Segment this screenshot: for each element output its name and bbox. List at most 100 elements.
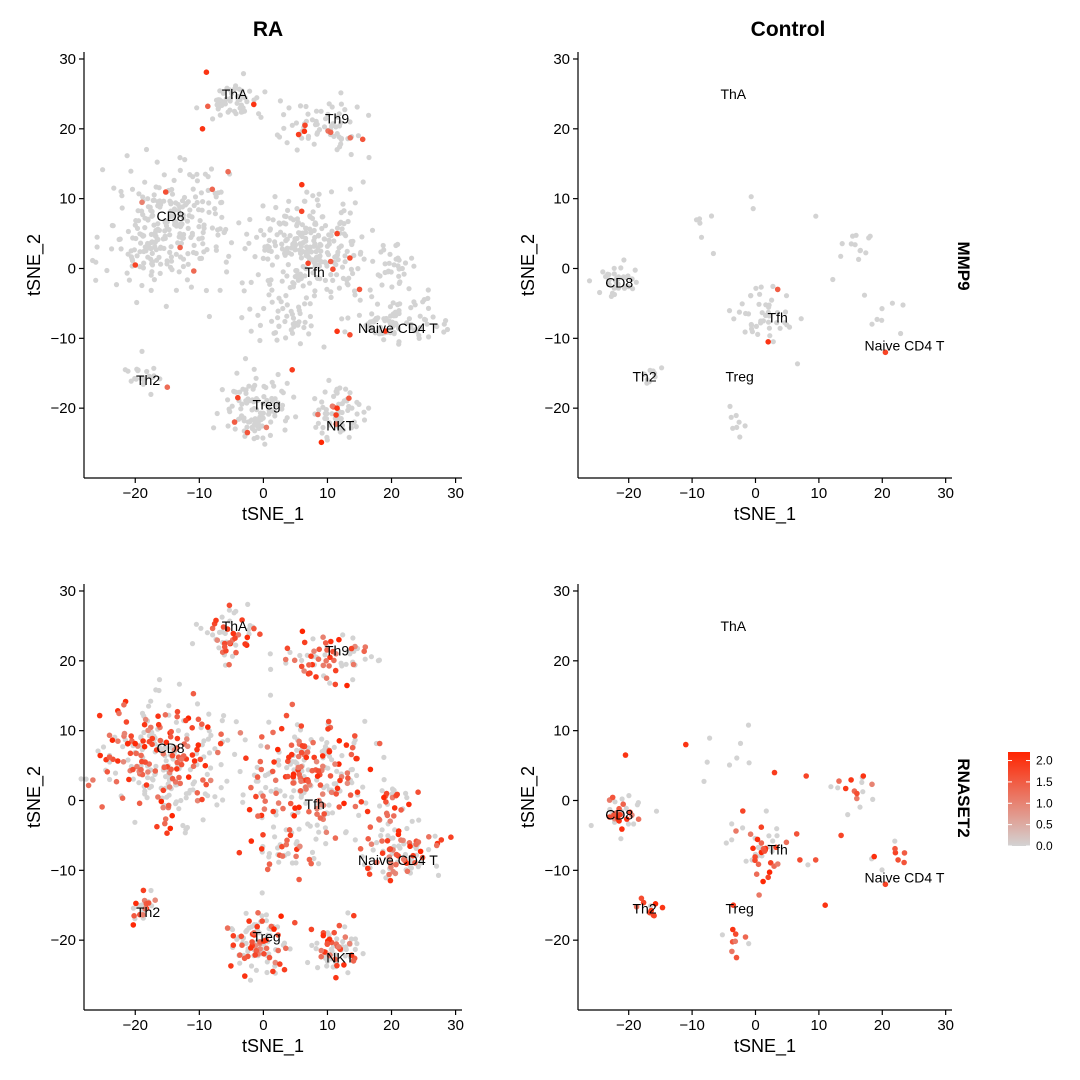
cell-point <box>311 243 317 249</box>
expressed-cell-point <box>752 857 758 864</box>
expressed-cell-point <box>365 836 372 842</box>
expressed-cell-point <box>231 419 238 425</box>
cell-point <box>221 713 227 719</box>
cell-point <box>331 744 337 751</box>
expressed-cell-point <box>322 640 329 646</box>
expressed-cell-point <box>901 859 907 866</box>
cell-point <box>135 367 141 373</box>
expressed-cell-point <box>882 349 889 356</box>
cell-point <box>289 311 295 317</box>
cell-point <box>211 425 217 431</box>
cell-point <box>242 356 249 362</box>
column-title-ra: RA <box>253 18 283 41</box>
expressed-cell-point <box>295 753 302 760</box>
cell-point <box>404 825 410 832</box>
cluster-label: Treg <box>252 397 280 413</box>
expressed-cell-point <box>651 912 657 919</box>
cell-point <box>237 960 243 966</box>
cell-point <box>756 301 762 307</box>
cell-point <box>356 812 362 819</box>
cell-point <box>777 325 783 331</box>
expressed-cell-point <box>383 799 389 805</box>
cell-point <box>322 259 328 265</box>
cell-point <box>146 703 152 709</box>
cell-point <box>212 746 218 752</box>
cell-point <box>158 244 164 250</box>
cell-point <box>242 737 248 743</box>
expressed-cell-point <box>332 835 339 841</box>
cell-point <box>183 795 189 801</box>
cell-point <box>140 194 146 200</box>
cell-point <box>336 285 342 291</box>
cell-point <box>845 812 851 818</box>
cell-point <box>271 330 277 336</box>
cell-point <box>352 737 358 743</box>
expressed-cell-point <box>333 791 340 797</box>
cell-point <box>729 837 735 843</box>
cluster-label: Th9 <box>325 110 349 126</box>
expressed-cell-point <box>319 753 326 759</box>
expressed-cell-point <box>330 266 336 273</box>
expressed-cell-point <box>131 913 137 919</box>
expressed-cell-point <box>269 768 276 775</box>
expressed-cell-point <box>177 244 183 251</box>
expressed-cell-point <box>282 656 289 663</box>
cell-point <box>126 277 132 283</box>
expressed-cell-point <box>215 749 221 756</box>
expressed-cell-point <box>116 710 122 717</box>
cell-point <box>316 829 322 835</box>
cell-point <box>322 955 329 961</box>
expressed-cell-point <box>753 871 760 877</box>
cluster-label: Th2 <box>632 369 656 385</box>
cell-point <box>319 736 325 742</box>
expressed-cell-point <box>275 746 281 753</box>
x-tick-label: 10 <box>319 1017 336 1034</box>
cell-point <box>181 194 188 201</box>
cell-point <box>283 238 289 244</box>
cell-point <box>184 218 191 224</box>
expressed-cell-point <box>854 790 860 797</box>
expressed-cell-point <box>120 759 127 765</box>
cell-point <box>264 959 270 965</box>
expressed-cell-point <box>197 756 204 763</box>
expressed-cell-point <box>334 328 340 335</box>
cell-point <box>219 214 225 220</box>
cell-point <box>111 185 117 191</box>
expressed-cell-point <box>191 758 198 764</box>
cell-point <box>378 249 384 255</box>
expressed-cell-point <box>775 861 781 867</box>
cell-point <box>190 249 197 256</box>
cell-point <box>857 248 863 254</box>
cell-point <box>324 243 330 249</box>
cell-point <box>180 822 186 829</box>
expressed-cell-point <box>171 747 178 753</box>
expressed-cell-point <box>306 662 312 668</box>
cell-point <box>381 777 387 783</box>
y-tick-label: −20 <box>51 932 76 949</box>
cell-point <box>186 790 192 796</box>
cell-point <box>198 190 204 196</box>
cell-point <box>737 434 743 440</box>
expressed-cell-point <box>275 947 282 954</box>
cell-point <box>363 800 369 806</box>
expressed-cell-point <box>901 850 908 856</box>
cell-point <box>248 963 255 969</box>
cell-point <box>418 860 424 866</box>
cell-point <box>443 318 449 324</box>
legend-tick-label: 2.0 <box>1036 754 1053 768</box>
expressed-cell-point <box>313 758 320 765</box>
cell-point <box>289 794 295 800</box>
expressed-cell-point <box>203 781 209 788</box>
expressed-cell-point <box>314 805 320 812</box>
cell-point <box>247 398 253 404</box>
cell-point <box>359 234 365 240</box>
cell-point <box>232 426 238 432</box>
expressed-cell-point <box>126 776 132 783</box>
expressed-cell-point <box>237 730 244 736</box>
expressed-cell-point <box>235 632 242 638</box>
y-tick-label: 30 <box>59 583 76 600</box>
cell-point <box>213 194 219 200</box>
cell-point <box>208 732 214 739</box>
expressed-cell-point <box>178 756 185 763</box>
cell-point <box>173 287 179 293</box>
